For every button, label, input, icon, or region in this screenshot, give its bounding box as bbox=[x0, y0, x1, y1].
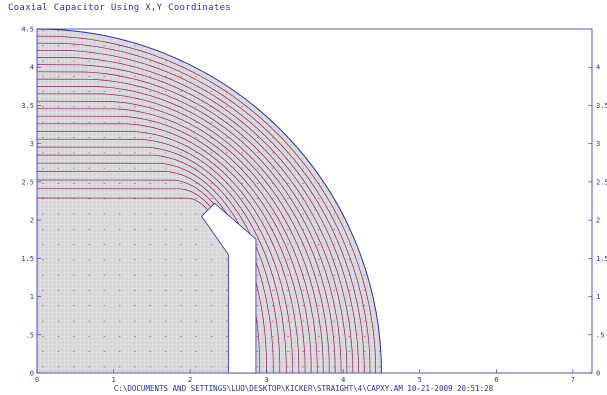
file-path-footer: C:\DOCUMENTS AND SETTINGS\LUO\DESKTOP\KI… bbox=[113, 384, 494, 393]
y-tick-label-right: 2.5 bbox=[596, 178, 607, 186]
x-tick-label: 6 bbox=[494, 376, 498, 384]
plot-frame bbox=[36, 28, 593, 374]
field-line bbox=[37, 146, 287, 373]
field-line bbox=[37, 42, 371, 373]
field-line bbox=[37, 123, 306, 373]
field-line bbox=[37, 100, 324, 373]
y-tick-label-left: 1.5 bbox=[21, 255, 34, 263]
y-tick-label-left: 3 bbox=[30, 140, 34, 148]
chart-title: Coaxial Capacitor Using X,Y Coordinates bbox=[8, 3, 232, 13]
field-line bbox=[37, 35, 377, 373]
y-tick-label-right: 2 bbox=[596, 217, 600, 225]
y-tick-label-left: 4.5 bbox=[21, 26, 34, 34]
field-line bbox=[37, 78, 342, 373]
y-tick-label-right: 4 bbox=[596, 64, 600, 72]
field-line bbox=[37, 131, 300, 373]
y-tick-label-left: 2 bbox=[30, 217, 34, 225]
y-tick-label-right: 1.5 bbox=[596, 255, 607, 263]
field-line bbox=[37, 115, 312, 373]
x-tick-label: 5 bbox=[418, 376, 422, 384]
y-tick-label-left: 4 bbox=[30, 64, 34, 72]
y-tick-label-right: 1 bbox=[596, 293, 600, 301]
dielectric-mesh bbox=[37, 29, 382, 373]
field-line bbox=[37, 93, 330, 373]
field-line bbox=[37, 57, 359, 373]
y-tick-label-left: .5 bbox=[26, 331, 34, 339]
x-tick-label: 0 bbox=[35, 376, 39, 384]
x-tick-label: 4 bbox=[341, 376, 345, 384]
x-tick-label: 7 bbox=[571, 376, 575, 384]
outer-conductor bbox=[36, 28, 382, 374]
x-tick-label: 2 bbox=[188, 376, 192, 384]
y-tick-label-right: 3 bbox=[596, 140, 600, 148]
field-line bbox=[37, 64, 354, 373]
field-line bbox=[37, 108, 318, 373]
field-line bbox=[37, 86, 336, 373]
y-tick-label-right: 0 bbox=[596, 370, 600, 378]
y-tick-label-left: 0 bbox=[30, 370, 34, 378]
y-tick-label-right: .5 bbox=[596, 331, 604, 339]
x-tick-label: 3 bbox=[265, 376, 269, 384]
y-tick-label-left: 1 bbox=[30, 293, 34, 301]
y-tick-label-left: 2.5 bbox=[21, 178, 34, 186]
field-line bbox=[37, 71, 348, 373]
y-tick-label-left: 3.5 bbox=[21, 102, 34, 110]
field-line bbox=[37, 154, 281, 373]
y-tick-label-right: 3.5 bbox=[596, 102, 607, 110]
field-line bbox=[37, 138, 293, 373]
inner-conductor bbox=[201, 202, 257, 374]
x-tick-label: 1 bbox=[111, 376, 115, 384]
